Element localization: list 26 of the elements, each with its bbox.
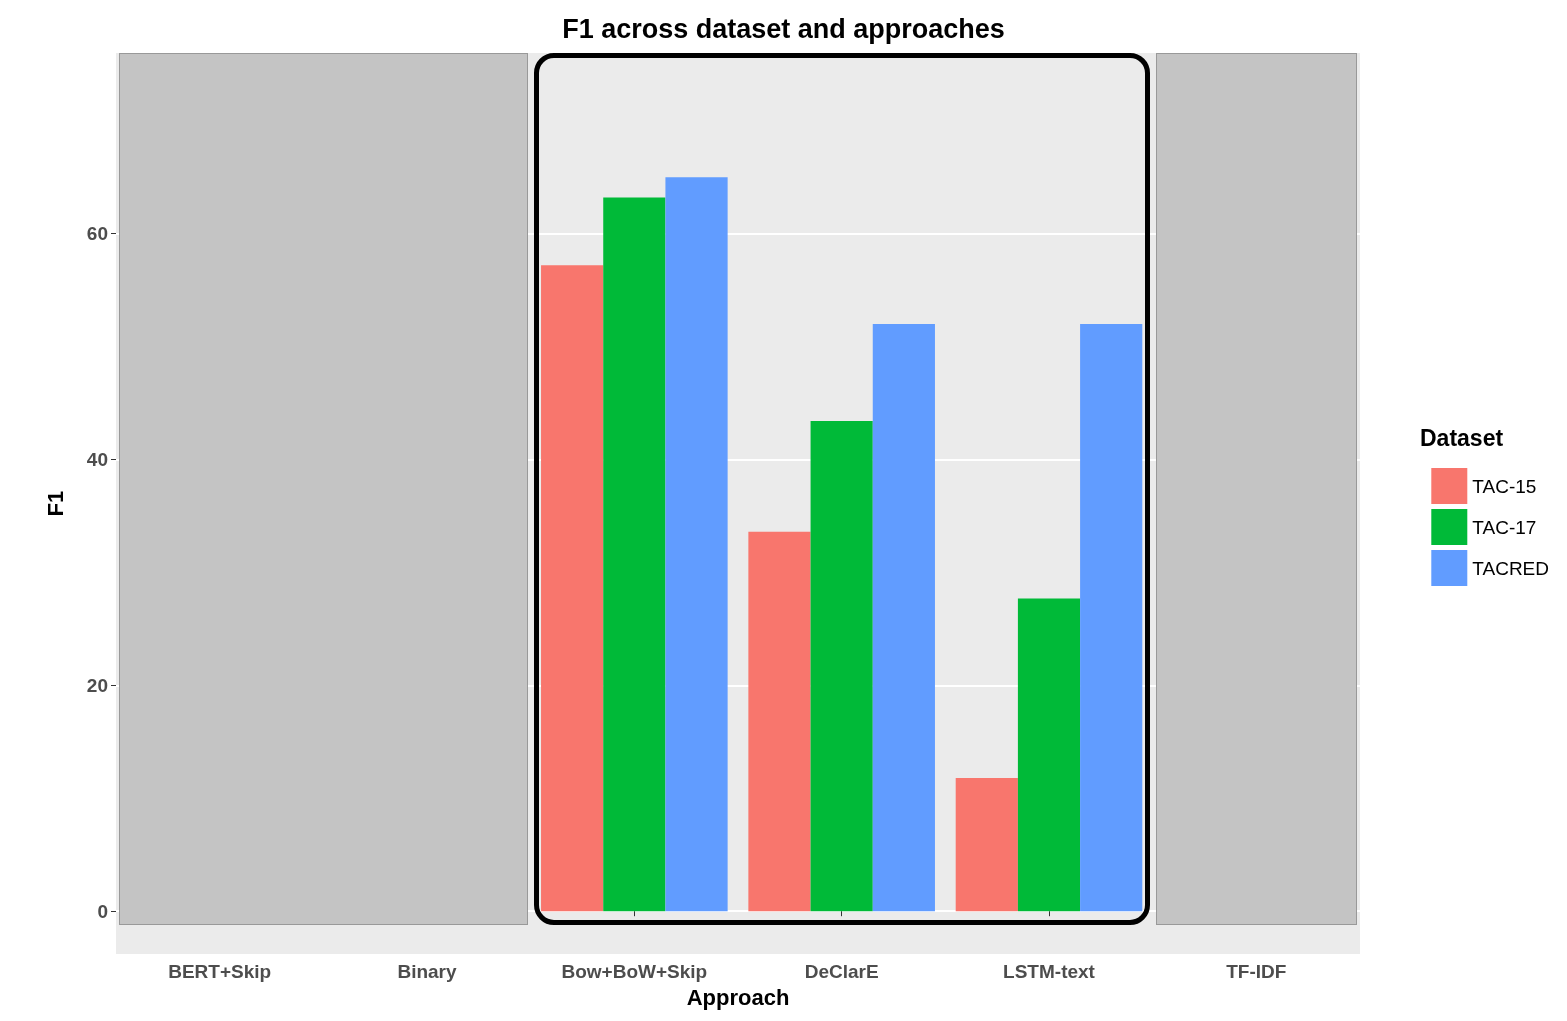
bar [748,531,811,912]
bar [1080,324,1143,912]
legend-label: TACRED [1472,557,1550,579]
x-tick-label: LSTM-text [1003,961,1096,983]
y-axis-title: F1 [42,490,68,517]
y-tick-label: 40 [86,449,108,471]
y-tick-label: 0 [97,900,108,922]
x-tick-label: TF-IDF [1226,961,1287,983]
x-tick-label: Binary [397,961,457,983]
legend-label: TAC-17 [1472,516,1537,538]
legend-title: Dataset [1420,424,1504,451]
y-tick-label: 60 [86,223,108,245]
bar [955,777,1018,912]
bar [603,197,666,912]
bar [541,265,604,912]
bar [872,324,935,912]
x-axis-title: Approach [686,984,790,1010]
x-tick-label: DeClarE [804,961,879,983]
y-tick-label: 20 [86,674,108,696]
bar [1017,598,1081,912]
bar [810,421,873,912]
chart-title: F1 across dataset and approaches [562,13,1005,44]
x-tick-label: BERT+Skip [168,961,272,983]
legend-label: TAC-15 [1472,475,1537,497]
bar [665,177,728,912]
x-tick-label: Bow+BoW+Skip [561,961,708,983]
